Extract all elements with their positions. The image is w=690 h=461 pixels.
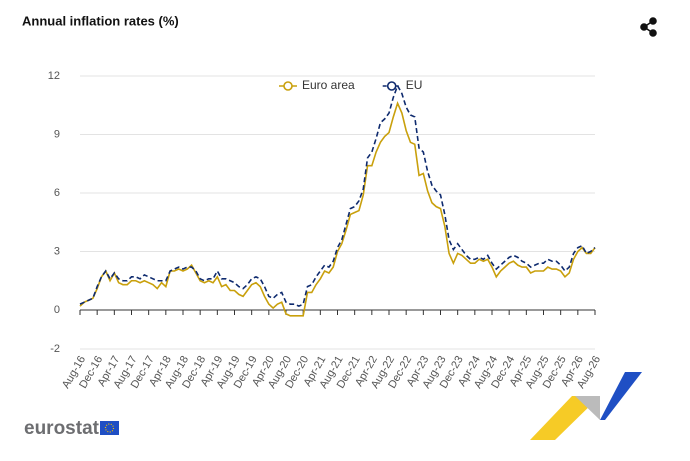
y-tick-label: 6 (54, 187, 60, 199)
legend-label: EU (406, 78, 423, 92)
legend-marker (283, 81, 293, 91)
legend-label: Euro area (302, 78, 355, 92)
chart-title: Annual inflation rates (%) (22, 13, 179, 28)
y-tick-label: -2 (50, 343, 60, 355)
share-icon[interactable] (640, 17, 657, 37)
decor-ribbon (530, 372, 642, 440)
y-tick-label: 3 (54, 245, 60, 257)
y-tick-label: 12 (48, 70, 60, 82)
legend-marker (386, 81, 397, 91)
y-tick-label: 0 (54, 304, 60, 316)
y-tick-label: 9 (54, 128, 60, 140)
series-line (79, 101, 596, 317)
series-line (79, 83, 596, 307)
eu-stars (104, 423, 115, 433)
logo-text: eurostat (24, 418, 100, 439)
eu-flag (100, 421, 119, 435)
